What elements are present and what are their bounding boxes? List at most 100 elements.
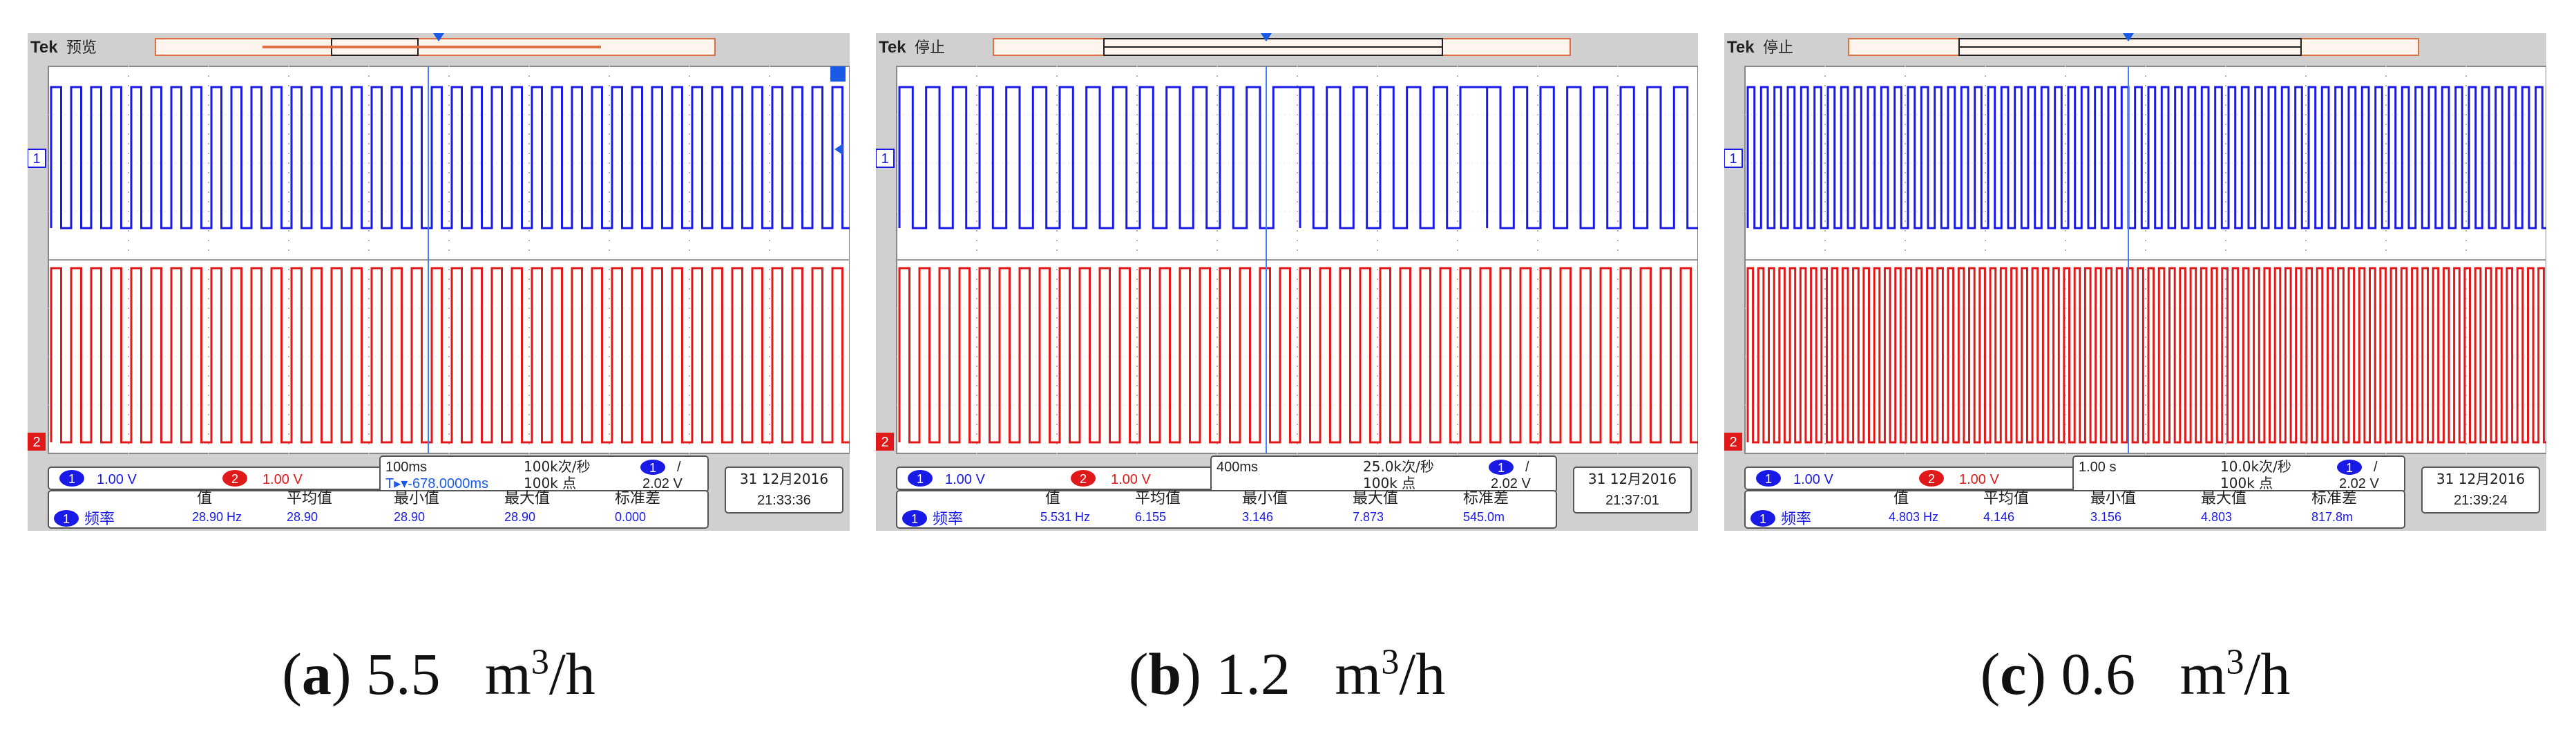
- grid-dot: [368, 375, 370, 377]
- grid-dot: [1824, 191, 1826, 193]
- trigger-level-icon[interactable]: [834, 144, 843, 155]
- record-length: 100k 点: [1363, 475, 1415, 491]
- grid-dot: [689, 95, 690, 96]
- grid-dot: [1985, 191, 1986, 193]
- grid-dot: [368, 220, 370, 222]
- grid-dot: [2065, 288, 2066, 290]
- grid-dot: [368, 143, 370, 144]
- ch1-badge: [908, 470, 933, 487]
- grid-dot: [1824, 104, 1826, 106]
- grid-dot: [2145, 104, 2146, 106]
- date: 31 12月2016: [1588, 471, 1677, 487]
- ch2-ground-marker-icon[interactable]: [876, 433, 894, 451]
- grid-dot: [2465, 395, 2467, 396]
- grid-dot: [2065, 317, 2066, 319]
- grid-dot: [1985, 66, 1986, 67]
- grid-dot: [528, 269, 530, 270]
- grid-dot: [2065, 124, 2066, 125]
- grid-dot: [1537, 337, 1538, 338]
- grid-dot: [2145, 75, 2146, 77]
- grid-dot: [1537, 191, 1538, 193]
- grid-dot: [609, 182, 610, 183]
- trigger-source-num: 1: [649, 461, 656, 475]
- grid-dot: [368, 385, 370, 386]
- grid-dot: [1056, 85, 1058, 86]
- grid-dot: [2385, 143, 2387, 144]
- record-length: 100k 点: [524, 475, 576, 491]
- grid-dot: [1377, 182, 1378, 183]
- grid-dot: [1136, 375, 1138, 377]
- grid-dot: [609, 240, 610, 241]
- meas-name: 频率: [933, 511, 963, 528]
- grid-dot: [1617, 220, 1619, 222]
- grid-dot: [2465, 375, 2467, 377]
- scope-screen-c: Tek 停止 1 2 1 1.00 V 2 1.00 V 1.00 s 10.0…: [1724, 33, 2546, 531]
- trigger-position-icon[interactable]: [2123, 33, 2134, 41]
- grid-dot: [2385, 201, 2387, 203]
- grid-dot: [1824, 327, 1826, 328]
- grid-dot: [1824, 385, 1826, 386]
- ch1-ground-marker-icon[interactable]: [876, 149, 895, 168]
- grid-dot: [689, 375, 690, 377]
- trigger-marker-icon[interactable]: [830, 66, 846, 82]
- grid-dot: [1824, 143, 1826, 144]
- trigger-position-icon[interactable]: [433, 33, 444, 41]
- grid-dot: [976, 104, 977, 106]
- grid-dot: [1377, 395, 1378, 396]
- grid-dot: [1056, 366, 1058, 367]
- grid-dot: [1136, 220, 1138, 222]
- ch1-ground-marker-icon[interactable]: [1724, 149, 1743, 168]
- ch2-ground-marker-icon[interactable]: [1724, 433, 1742, 451]
- grid-dot: [2465, 66, 2467, 67]
- grid-dot: [976, 211, 977, 212]
- grid-dot: [1457, 395, 1458, 396]
- grid-dot: [128, 269, 129, 270]
- grid-dot: [1537, 95, 1538, 96]
- grid-dot: [448, 250, 450, 251]
- grid-dot: [1297, 240, 1298, 241]
- caption-letter: a: [301, 641, 332, 707]
- grid-dot: [1985, 143, 1986, 144]
- ch2-ground-marker-icon[interactable]: [28, 433, 46, 451]
- grid-dot: [1217, 240, 1218, 241]
- grid-dot: [1457, 250, 1458, 251]
- grid-dot: [448, 162, 450, 164]
- grid-dot: [1297, 375, 1298, 377]
- meas-header-min: 最小值: [394, 490, 439, 507]
- grid-dot: [1617, 414, 1619, 415]
- grid-dot: [1136, 191, 1138, 193]
- grid-dot: [448, 75, 450, 77]
- grid-dot: [2145, 269, 2146, 270]
- grid-dot: [288, 124, 289, 125]
- trigger-position-icon[interactable]: [1261, 33, 1272, 41]
- grid-dot: [1377, 375, 1378, 377]
- grid-dot: [128, 191, 129, 193]
- grid-dot: [1136, 230, 1138, 232]
- meas-header-stddev: 标准差: [2311, 490, 2357, 507]
- grid-dot: [2305, 250, 2307, 251]
- grid-dot: [128, 75, 129, 77]
- grid-dot: [1217, 220, 1218, 222]
- grid-dot: [689, 133, 690, 135]
- grid-dot: [1217, 327, 1218, 328]
- grid-dot: [609, 346, 610, 348]
- grid-dot: [1457, 240, 1458, 241]
- grid-dot: [448, 346, 450, 348]
- grid-dot: [1217, 317, 1218, 319]
- ch1-ground-marker-icon[interactable]: [28, 149, 46, 168]
- acq-status-label: 预览: [66, 39, 97, 57]
- grid-dot: [528, 172, 530, 173]
- grid-dot: [2305, 201, 2307, 203]
- grid-dot: [1136, 327, 1138, 328]
- grid-dot: [2385, 250, 2387, 251]
- grid-dot: [128, 95, 129, 96]
- grid-dot: [368, 230, 370, 232]
- grid-dot: [288, 337, 289, 338]
- grid-dot: [689, 279, 690, 280]
- grid-dot: [2225, 201, 2226, 203]
- caption-letter: c: [2000, 641, 2027, 707]
- grid-dot: [1217, 133, 1218, 135]
- grid-dot: [528, 279, 530, 280]
- grid-dot: [288, 414, 289, 415]
- ch2-badge-num: 2: [1080, 472, 1087, 486]
